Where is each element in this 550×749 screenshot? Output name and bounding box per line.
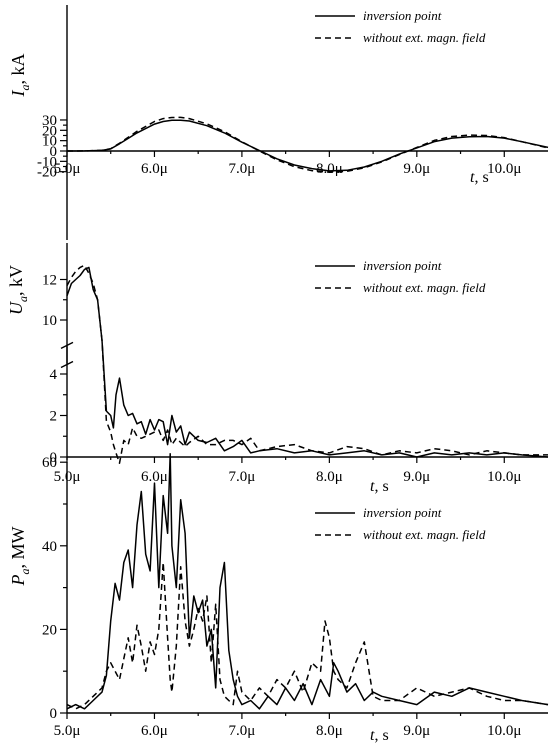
x-tick-label: 6.0μ xyxy=(141,469,168,485)
x-tick-label: 7.0μ xyxy=(229,161,256,177)
series-line-solid xyxy=(66,266,549,458)
x-tick-label: 5.0μ xyxy=(54,723,81,739)
legend-label: inversion point xyxy=(363,258,442,273)
x-tick-label: 9.0μ xyxy=(403,723,430,739)
panel-power: 5.0μ 6.0μ 7.0μ 8.0μ 9.0μ 10.0μ 0 20 40 60 Pa, MW t,… xyxy=(8,453,549,744)
y-tick-label: -20 xyxy=(37,165,57,181)
series-line-dashed xyxy=(66,561,549,710)
y-axis-label: Pa, MW xyxy=(8,526,32,586)
x-tick-label: 7.0μ xyxy=(229,723,256,739)
y-tick-label: 0 xyxy=(50,706,58,722)
y-tick-label: 2 xyxy=(50,409,58,425)
series-line-dashed xyxy=(66,264,548,464)
axis-break-mark xyxy=(60,341,74,349)
x-tick-label: 7.0μ xyxy=(229,469,256,485)
y-tick-label: 20 xyxy=(42,622,57,638)
series-line-dashed xyxy=(66,116,549,173)
legend-label: without ext. magn. field xyxy=(363,527,486,542)
series-line-solid xyxy=(66,453,549,710)
x-tick-label: 8.0μ xyxy=(316,161,343,177)
y-axis-label: Ia, kA xyxy=(8,54,32,98)
y-tick-label: 4 xyxy=(50,367,58,383)
series-line-solid xyxy=(66,119,549,172)
legend-label: inversion point xyxy=(363,505,442,520)
x-tick-label: 6.0μ xyxy=(141,723,168,739)
x-tick-label: 5.0μ xyxy=(54,161,81,177)
y-tick-label: 12 xyxy=(42,273,57,289)
y-axis-label: Ua, kV xyxy=(6,265,30,315)
legend-label: without ext. magn. field xyxy=(363,30,486,45)
x-tick-label: 6.0μ xyxy=(141,161,168,177)
x-axis-label: t, s xyxy=(470,169,489,186)
y-tick-label: 60 xyxy=(42,455,57,471)
y-tick-label: 20 xyxy=(42,123,57,139)
x-axis-label: t, s xyxy=(370,478,389,495)
y-tick-label: 40 xyxy=(42,539,57,555)
y-tick-label: 10 xyxy=(42,313,57,329)
axis-break-mark xyxy=(60,360,74,369)
legend-label: without ext. magn. field xyxy=(363,280,486,295)
y-tick-label: 0 xyxy=(50,450,58,466)
x-tick-label: 8.0μ xyxy=(316,723,343,739)
x-tick-label: 10.0μ xyxy=(487,161,521,177)
x-axis-label: t, s xyxy=(370,727,389,744)
y-tick-label: 0 xyxy=(50,144,58,160)
legend-label: inversion point xyxy=(363,8,442,23)
x-tick-label: 9.0μ xyxy=(403,161,430,177)
y-tick-label: -10 xyxy=(37,154,57,170)
x-tick-label: 8.0μ xyxy=(316,469,343,485)
x-tick-label: 10.0μ xyxy=(487,723,521,739)
y-tick-label: 30 xyxy=(42,113,57,129)
x-tick-label: 9.0μ xyxy=(403,469,430,485)
y-tick-label: 10 xyxy=(42,134,57,150)
x-tick-label: 10.0μ xyxy=(487,469,521,485)
